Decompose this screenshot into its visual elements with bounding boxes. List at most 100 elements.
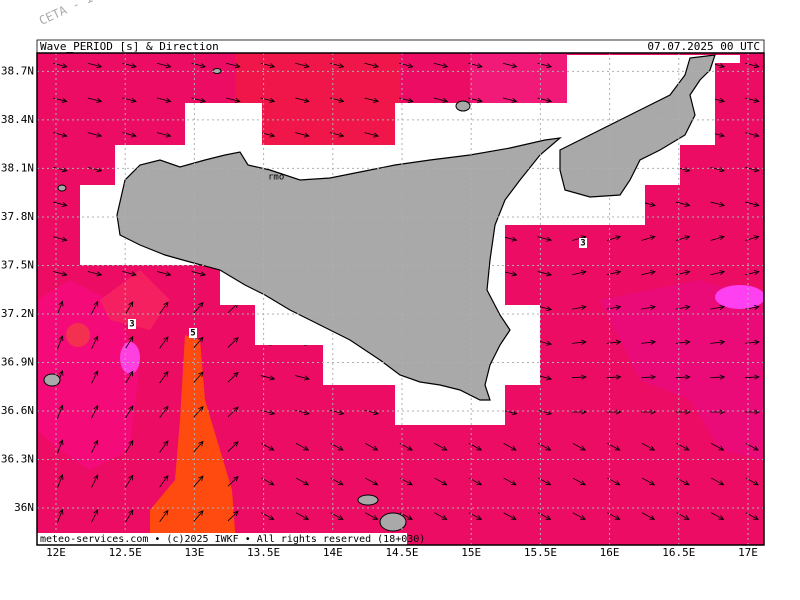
direction-arrow: [295, 97, 310, 103]
direction-arrow: [53, 236, 68, 242]
watermark: CETA - In: [37, 0, 102, 28]
direction-arrow: [641, 235, 656, 241]
direction-arrow: [641, 270, 656, 276]
direction-arrow: [711, 442, 725, 451]
direction-arrow: [57, 404, 64, 419]
region: [37, 280, 140, 470]
direction-arrow: [125, 509, 134, 523]
direction-arrow: [329, 62, 345, 69]
direction-arrow: [57, 474, 64, 489]
direction-arrow: [572, 477, 586, 486]
direction-arrow: [433, 97, 449, 103]
direction-arrow: [641, 374, 657, 380]
direction-arrow: [434, 442, 448, 451]
direction-arrow: [122, 271, 137, 277]
direction-arrow: [364, 97, 380, 103]
direction-arrow: [329, 97, 345, 103]
direction-arrow: [57, 439, 64, 454]
lat-tick-label: 38.7N: [1, 64, 34, 77]
direction-arrow: [156, 97, 172, 103]
direction-arrow: [193, 475, 204, 487]
direction-arrow: [675, 409, 691, 415]
direction-arrow: [675, 374, 691, 380]
direction-arrow: [91, 370, 99, 384]
direction-arrow: [502, 271, 518, 277]
lat-tick-label: 37.5N: [1, 258, 34, 271]
direction-arrow: [295, 132, 310, 138]
direction-arrow: [502, 409, 518, 416]
direction-arrow: [675, 201, 691, 207]
direction-arrow: [295, 477, 310, 486]
direction-arrow: [156, 271, 172, 277]
direction-arrow: [260, 375, 276, 381]
contour-label: 3: [580, 239, 585, 249]
direction-arrow: [365, 442, 379, 451]
direction-arrow: [226, 62, 241, 69]
direction-arrow: [606, 304, 622, 310]
lon-tick-label: 15.5E: [524, 546, 557, 559]
direction-arrow: [295, 62, 310, 69]
direction-arrow: [91, 335, 99, 350]
direction-arrow: [260, 62, 276, 69]
direction-arrow: [191, 271, 207, 277]
contour-label: 5: [190, 329, 195, 339]
region: [715, 285, 764, 309]
contour-label: 3: [129, 320, 134, 330]
direction-arrow: [502, 62, 518, 69]
direction-arrow: [227, 510, 239, 522]
direction-arrow: [193, 336, 204, 349]
direction-arrow: [744, 374, 760, 380]
direction-arrow: [193, 371, 204, 383]
direction-arrow: [745, 270, 760, 276]
direction-arrow: [227, 441, 239, 452]
direction-arrow: [710, 304, 726, 310]
direction-arrow: [125, 474, 134, 488]
island: [455, 100, 471, 112]
direction-arrow: [711, 512, 725, 520]
direction-arrow: [433, 62, 449, 69]
lon-tick-label: 13E: [184, 546, 204, 559]
region: [470, 53, 570, 105]
direction-arrow: [53, 201, 68, 207]
island: [357, 494, 379, 506]
direction-arrow: [710, 235, 725, 241]
contour-label-bg: [579, 238, 587, 248]
map-title: Wave_PERIOD [s] & Direction: [40, 40, 219, 53]
direction-arrow: [87, 97, 103, 103]
direction-arrow: [125, 405, 134, 419]
direction-arrow: [711, 477, 725, 486]
direction-arrow: [53, 62, 68, 69]
direction-arrow: [502, 236, 518, 242]
region: [66, 323, 90, 347]
direction-arrow: [227, 371, 239, 383]
direction-arrow: [434, 477, 448, 486]
direction-arrow: [675, 339, 691, 345]
direction-arrow: [57, 300, 64, 315]
direction-arrow: [502, 97, 518, 103]
region: [100, 270, 170, 330]
valid-time: 07.07.2025 00 UTC: [647, 40, 760, 53]
direction-arrow: [399, 62, 414, 69]
direction-arrow: [606, 270, 622, 276]
direction-arrow: [122, 97, 137, 103]
direction-arrow: [710, 201, 726, 207]
direction-arrow: [503, 512, 517, 520]
direction-arrow: [675, 304, 691, 310]
contour-label-bg: [128, 319, 136, 329]
direction-arrow: [57, 508, 64, 523]
direction-arrow: [710, 374, 726, 380]
direction-arrow: [125, 335, 134, 349]
direction-arrow: [745, 97, 760, 103]
direction-arrow: [468, 62, 483, 69]
region: [235, 53, 400, 145]
direction-arrow: [744, 339, 760, 345]
grid: [37, 53, 764, 545]
direction-arrow: [434, 512, 448, 520]
direction-arrow: [91, 508, 99, 523]
lat-tick-label: 37.2N: [1, 307, 34, 320]
lon-tick-label: 15E: [461, 546, 481, 559]
lat-tick-label: 36.9N: [1, 355, 34, 368]
footer-bg: [37, 533, 407, 545]
direction-arrow: [193, 440, 204, 453]
direction-arrow: [503, 477, 517, 486]
